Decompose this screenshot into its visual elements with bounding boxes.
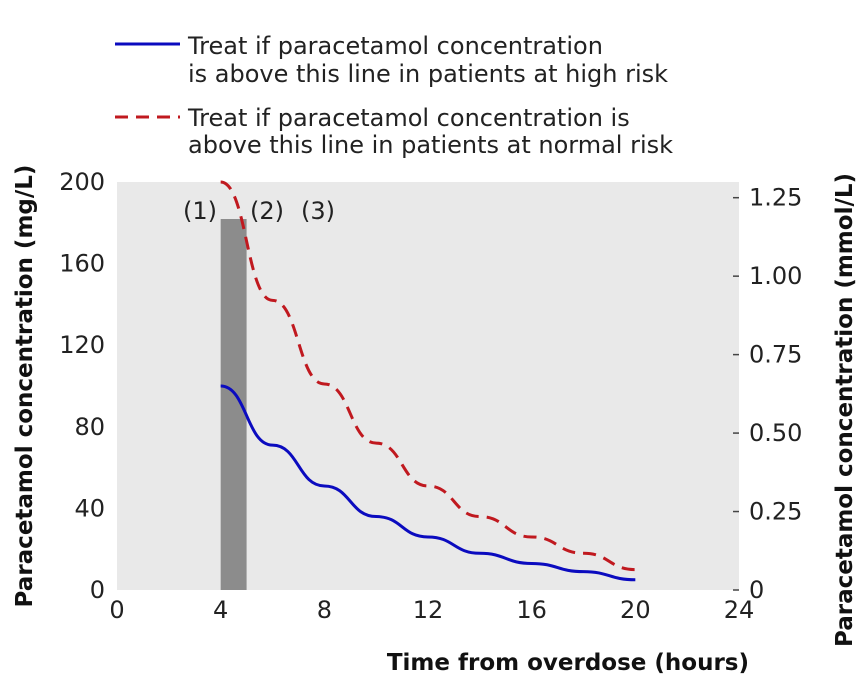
legend-1-line1: Treat if paracetamol concentration [187,32,603,60]
x-tick-label: 20 [620,596,651,624]
legend-2-line1: Treat if paracetamol concentration is [187,104,630,132]
x-tick-label: 12 [413,596,444,624]
series-line-2 [220,180,636,572]
y2-tick-label: 0.75 [749,341,802,369]
y2-tick-label: 1.00 [749,262,802,290]
x-tick-label: 16 [516,596,547,624]
plot-background [117,182,739,590]
y-tick-label: 40 [74,494,105,522]
legend-2-line2: above this line in patients at normal ri… [188,131,673,159]
y2-tick-label: 0 [749,576,764,604]
y-tick-label: 160 [59,250,105,278]
y-tick-label: 120 [59,331,105,359]
y2-tick-label: 0.50 [749,419,802,447]
region-label-1: (1) [183,197,217,225]
x-tick-label: 24 [724,596,755,624]
x-axis-title: Time from overdose (hours) [387,650,749,674]
y2-axis-title: Paracetamol concentration (mmol/L) [832,173,858,647]
region-label-2: (2) [250,197,284,225]
x-tick-label: 8 [317,596,332,624]
region-label-3: (3) [301,197,335,225]
series-line-1 [220,384,636,582]
y2-tick-label: 0.25 [749,498,802,526]
legend-1-line2: is above this line in patients at high r… [188,60,668,88]
y-tick-label: 200 [59,168,105,196]
y-axis-title: Paracetamol concentration (mg/L) [12,165,38,608]
y-tick-label: 0 [90,576,105,604]
x-tick-label: 0 [109,596,124,624]
y2-tick-label: 1.25 [749,184,802,212]
y-tick-label: 80 [74,413,105,441]
x-tick-label: 4 [213,596,228,624]
